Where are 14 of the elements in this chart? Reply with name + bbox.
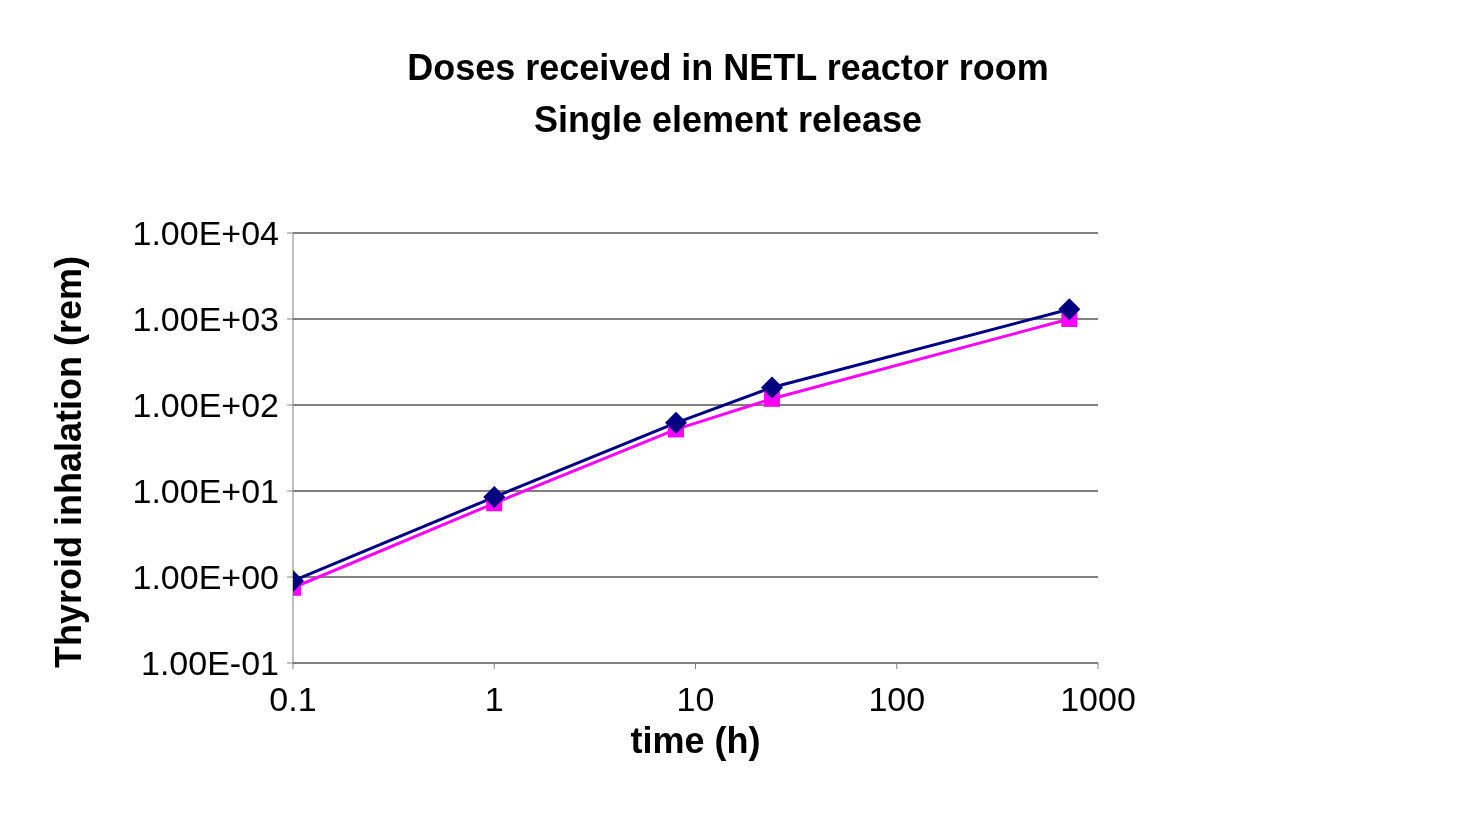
x-tick-label: 1000 — [1060, 680, 1136, 719]
chart-title: Doses received in NETL reactor room Single element release — [406, 46, 1050, 142]
x-tick-label: 0.1 — [269, 680, 317, 719]
y-tick-label: 1.00E+04 — [132, 214, 279, 253]
x-tick-label: 1 — [484, 680, 504, 719]
y-axis-title: Thyroid inhalation (rem) — [47, 255, 89, 668]
y-tick-label: 1.00E+02 — [132, 386, 279, 425]
x-tick-label: 10 — [676, 680, 715, 719]
y-tick-label: 1.00E+01 — [132, 472, 279, 511]
y-tick-label: 1.00E+00 — [132, 558, 279, 597]
y-tick-label: 1.00E+03 — [132, 300, 279, 339]
x-tick-label: 100 — [868, 680, 926, 719]
y-tick-label: 1.00E-01 — [141, 644, 279, 683]
x-axis-title: time (h) — [630, 720, 761, 761]
